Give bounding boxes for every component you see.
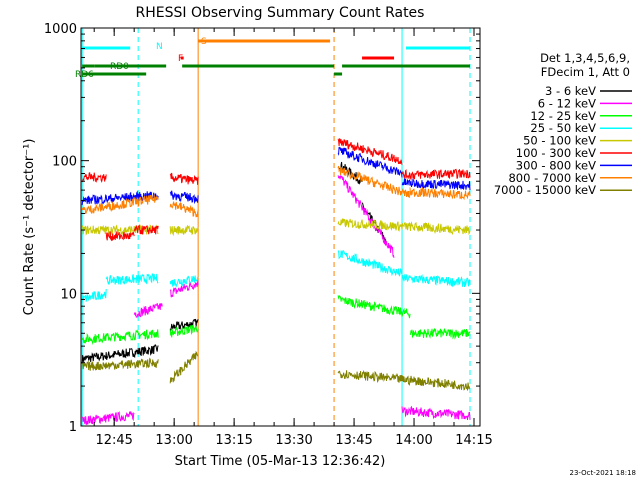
- y-tick-label: 1: [69, 420, 77, 435]
- series-line: [81, 190, 159, 206]
- series-line: [401, 178, 471, 191]
- legend-entry-label: 300 - 800 keV: [516, 158, 596, 172]
- x-tick-label: 13:00: [155, 433, 192, 448]
- series-line: [133, 303, 163, 318]
- x-tick-label: 14:15: [455, 433, 492, 448]
- series-line: [105, 231, 135, 242]
- series-line: [81, 344, 159, 364]
- chart-title: RHESSI Observing Summary Count Rates: [136, 5, 425, 21]
- legend-entry-label: 800 - 7000 keV: [508, 171, 596, 185]
- series-line: [169, 318, 199, 332]
- legend-header: Det 1,3,4,5,6,9,: [540, 51, 630, 65]
- series-line: [169, 200, 199, 218]
- series-line: [81, 224, 159, 236]
- series-line: [169, 190, 199, 205]
- flag-label: S: [201, 37, 207, 47]
- series-line: [337, 369, 471, 391]
- x-tick-label: 13:45: [335, 433, 372, 448]
- series-line: [81, 172, 107, 183]
- series-line: [169, 279, 199, 298]
- series-line: [337, 250, 403, 277]
- series-line: [81, 329, 159, 346]
- x-tick-label: 13:15: [215, 433, 252, 448]
- timestamp: 23-Oct-2021 18:18: [570, 469, 636, 477]
- legend-entry-label: 7000 - 15000 keV: [494, 183, 596, 197]
- series-line: [409, 327, 471, 340]
- flag-label: RD6: [75, 70, 94, 80]
- series-line: [401, 273, 471, 288]
- series-line: [169, 324, 199, 338]
- y-tick-label: 10: [60, 287, 77, 302]
- legend-entry-label: 6 - 12 keV: [538, 96, 596, 110]
- series-line: [401, 168, 471, 181]
- legend-entry-label: 3 - 6 keV: [545, 84, 596, 98]
- plot-frame: [80, 27, 481, 427]
- series-line: [169, 224, 199, 237]
- series-line: [133, 224, 159, 235]
- y-tick-label: 100: [52, 155, 77, 170]
- series-line: [409, 186, 471, 201]
- flag-label: N: [156, 42, 163, 52]
- legend-entry-label: 100 - 300 keV: [516, 146, 596, 160]
- series-line: [169, 350, 199, 384]
- legend-entry-label: 50 - 100 keV: [523, 134, 596, 148]
- flag-bars: N F S RD0 RD6: [75, 37, 471, 80]
- series-line: [337, 218, 471, 236]
- series-line: [401, 405, 471, 420]
- series-line: [337, 174, 395, 258]
- x-tick-label: 13:30: [275, 433, 312, 448]
- legend-header: FDecim 1, Att 0: [541, 65, 630, 79]
- x-axis-label: Start Time (05-Mar-13 12:36:42): [175, 454, 386, 469]
- legend-entry-label: 25 - 50 keV: [530, 121, 596, 135]
- x-tick-label: 12:45: [95, 433, 132, 448]
- series-line: [81, 357, 159, 371]
- y-axis-label: Count Rate (s⁻¹ detector⁻¹): [22, 139, 37, 316]
- flag-label: F: [178, 54, 183, 64]
- y-tick-label: 1000: [44, 22, 77, 37]
- series-line: [337, 165, 411, 198]
- series-line: [169, 275, 199, 288]
- series-line: [337, 146, 403, 178]
- series-line: [81, 411, 135, 425]
- series-line: [81, 194, 159, 215]
- axes: 1 10 100 1000 12:45 13:00 13:15 13:30 13:45 14:00…: [44, 22, 493, 448]
- series-line: [169, 172, 199, 185]
- legend-entry-label: 12 - 25 keV: [530, 109, 596, 123]
- series-line: [337, 295, 411, 319]
- plot-area: [81, 28, 471, 426]
- series-line: [337, 138, 403, 165]
- x-tick-label: 14:00: [395, 433, 432, 448]
- series-line: [105, 273, 159, 285]
- legend: Det 1,3,4,5,6,9,FDecim 1, Att 0 3 - 6 keV…: [494, 51, 632, 197]
- series-line: [81, 288, 107, 304]
- flag-label: RD0: [110, 62, 129, 72]
